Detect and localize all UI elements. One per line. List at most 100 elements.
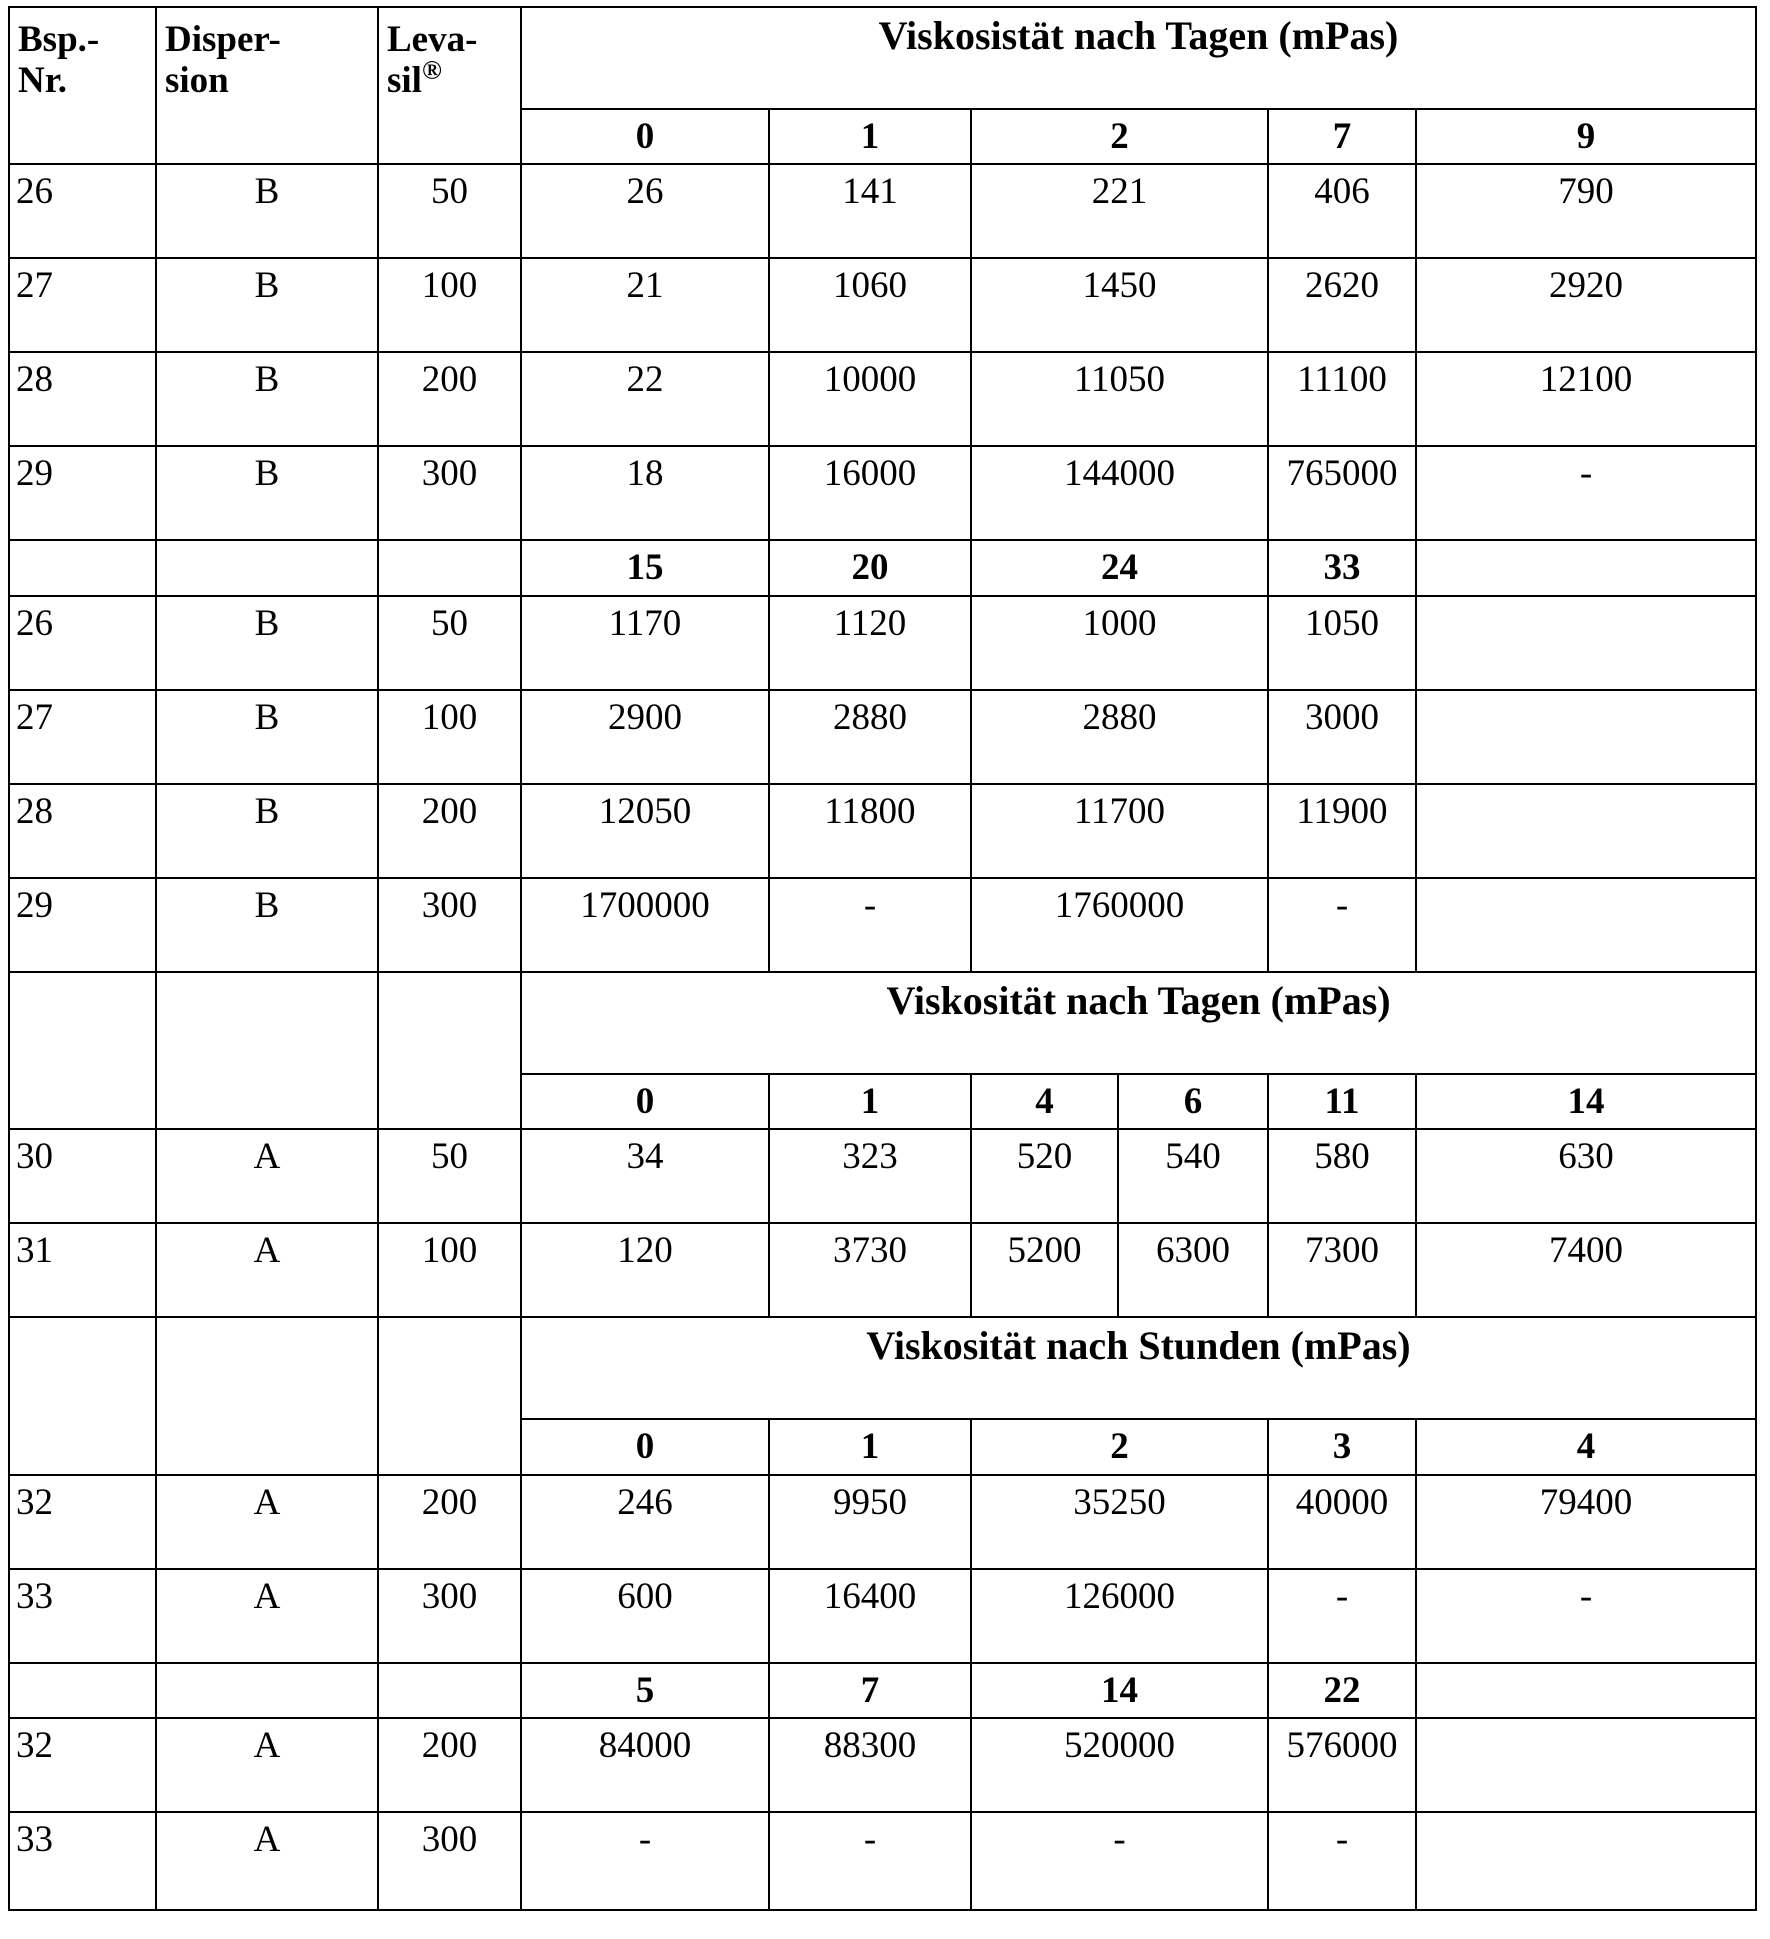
cell-value-empty — [1414, 594, 1758, 691]
col-header-s1-1: 1 — [768, 107, 972, 166]
cell-value: 7300 — [1267, 1222, 1417, 1319]
cell-value: 1060 — [768, 257, 972, 354]
cell-value: 11700 — [970, 782, 1269, 879]
cell-dispersion: A — [155, 1811, 379, 1912]
cell-value: - — [1267, 1567, 1417, 1664]
spacer-cell — [377, 539, 522, 597]
table-column-header-row-2: 15 20 24 33 — [8, 539, 1758, 597]
table-row: 33 A 300 - - - - — [8, 1811, 1758, 1912]
cell-value: 2880 — [768, 688, 972, 785]
cell-value: 11800 — [768, 782, 972, 879]
cell-value: 5200 — [970, 1222, 1119, 1319]
cell-value: 1050 — [1267, 594, 1417, 691]
section-title-1-text: Viskosistät nach Tagen (mPas) — [878, 13, 1399, 58]
col-header-s5-1: 7 — [768, 1661, 972, 1720]
table-row: 33 A 300 600 16400 126000 - - — [8, 1567, 1758, 1664]
cell-value: 520000 — [970, 1717, 1269, 1814]
cell-value: 11900 — [1267, 782, 1417, 879]
cell-levasil: 50 — [377, 594, 522, 691]
cell-levasil: 300 — [377, 1811, 522, 1912]
header-levasil-line2: sil — [387, 60, 422, 102]
col-header-s3-3: 6 — [1117, 1072, 1269, 1131]
cell-value: 9950 — [768, 1473, 972, 1570]
cell-example-no: 33 — [8, 1811, 157, 1912]
col-header-s2-2: 24 — [970, 539, 1269, 597]
spacer-cell — [155, 539, 379, 597]
cell-example-no: 32 — [8, 1717, 157, 1814]
header-levasil-line1: Leva- — [387, 18, 478, 60]
cell-value-empty — [1414, 1811, 1758, 1912]
viscosity-data-table: Bsp.- Nr. Disper- sion Leva- sil® Viskos… — [8, 5, 1758, 1912]
col-header-s5-3: 22 — [1267, 1661, 1417, 1720]
spacer-cell — [377, 970, 522, 1131]
col-header-s2-3: 33 — [1267, 539, 1417, 597]
header-cell-example-no: Bsp.- Nr. — [8, 5, 157, 166]
spacer-cell — [8, 539, 157, 597]
registered-trademark-icon: ® — [421, 54, 442, 85]
col-header-s5-4 — [1414, 1661, 1758, 1720]
cell-value: 520 — [970, 1128, 1119, 1225]
cell-example-no: 32 — [8, 1473, 157, 1570]
cell-value: 1760000 — [970, 876, 1269, 973]
section-title-4-text: Viskosität nach Stunden (mPas) — [866, 1323, 1411, 1369]
cell-dispersion: B — [155, 163, 379, 260]
table-row: 29 B 300 18 16000 144000 765000 - — [8, 445, 1758, 542]
cell-levasil: 50 — [377, 1128, 522, 1225]
cell-value: 21 — [520, 257, 770, 354]
cell-example-no: 33 — [8, 1567, 157, 1664]
cell-value: 765000 — [1267, 445, 1417, 542]
cell-value: 221 — [970, 163, 1269, 260]
cell-value: 323 — [768, 1128, 972, 1225]
cell-dispersion: B — [155, 351, 379, 448]
spacer-cell — [8, 1661, 157, 1720]
section-title-3-text: Viskosität nach Tagen (mPas) — [886, 977, 1391, 1023]
section-title-4: Viskosität nach Stunden (mPas) — [519, 1316, 1758, 1421]
cell-dispersion: A — [155, 1717, 379, 1814]
cell-value: - — [1267, 876, 1417, 973]
cell-value: 12100 — [1414, 351, 1758, 448]
cell-value: 1700000 — [520, 876, 770, 973]
section-title-1: Viskosistät nach Tagen (mPas) — [519, 6, 1758, 110]
cell-value-empty — [1414, 782, 1758, 879]
cell-value: 1170 — [520, 594, 770, 691]
col-header-s1-0-text: 0 — [635, 116, 655, 157]
cell-levasil: 300 — [377, 876, 522, 973]
header-example-no-line2: Nr. — [18, 60, 67, 102]
cell-example-no: 28 — [8, 351, 157, 448]
table-row: 27 B 100 2900 2880 2880 3000 — [8, 688, 1758, 785]
cell-value: 40000 — [1267, 1473, 1417, 1570]
cell-value: 84000 — [520, 1717, 770, 1814]
cell-value: - — [1267, 1811, 1417, 1912]
col-header-s3-5: 14 — [1414, 1072, 1758, 1131]
cell-example-no: 27 — [8, 688, 157, 785]
table-row: 28 B 200 22 10000 11050 11100 12100 — [8, 351, 1758, 448]
col-header-s1-4-text: 9 — [1576, 116, 1596, 157]
cell-example-no: 26 — [8, 163, 157, 260]
cell-levasil: 50 — [377, 163, 522, 260]
cell-value: 600 — [520, 1567, 770, 1664]
cell-value: 26 — [520, 163, 770, 260]
cell-value-empty — [1414, 1717, 1758, 1814]
cell-value-empty — [1414, 876, 1758, 973]
col-header-s5-2: 14 — [970, 1661, 1269, 1720]
cell-levasil: 300 — [377, 1567, 522, 1664]
col-header-s1-2: 2 — [970, 107, 1269, 166]
spacer-cell — [377, 1316, 522, 1476]
cell-example-no: 29 — [8, 445, 157, 542]
cell-value: 246 — [520, 1473, 770, 1570]
col-header-s2-1: 20 — [768, 539, 972, 597]
cell-value: 406 — [1267, 163, 1417, 260]
col-header-s3-2: 4 — [970, 1072, 1119, 1131]
section-title-row-3: Viskosität nach Tagen (mPas) — [8, 970, 1758, 1131]
cell-value: 22 — [520, 351, 770, 448]
cell-dispersion: B — [155, 594, 379, 691]
cell-value: 34 — [520, 1128, 770, 1225]
cell-dispersion: A — [155, 1567, 379, 1664]
header-cell-dispersion: Disper- sion — [155, 5, 379, 166]
cell-value: - — [1414, 1567, 1758, 1664]
col-header-s1-0: 0 — [520, 107, 770, 166]
col-header-s4-4: 4 — [1414, 1418, 1758, 1476]
col-header-s1-3: 7 — [1267, 107, 1417, 166]
cell-value: 576000 — [1267, 1717, 1417, 1814]
cell-value: 35250 — [970, 1473, 1269, 1570]
